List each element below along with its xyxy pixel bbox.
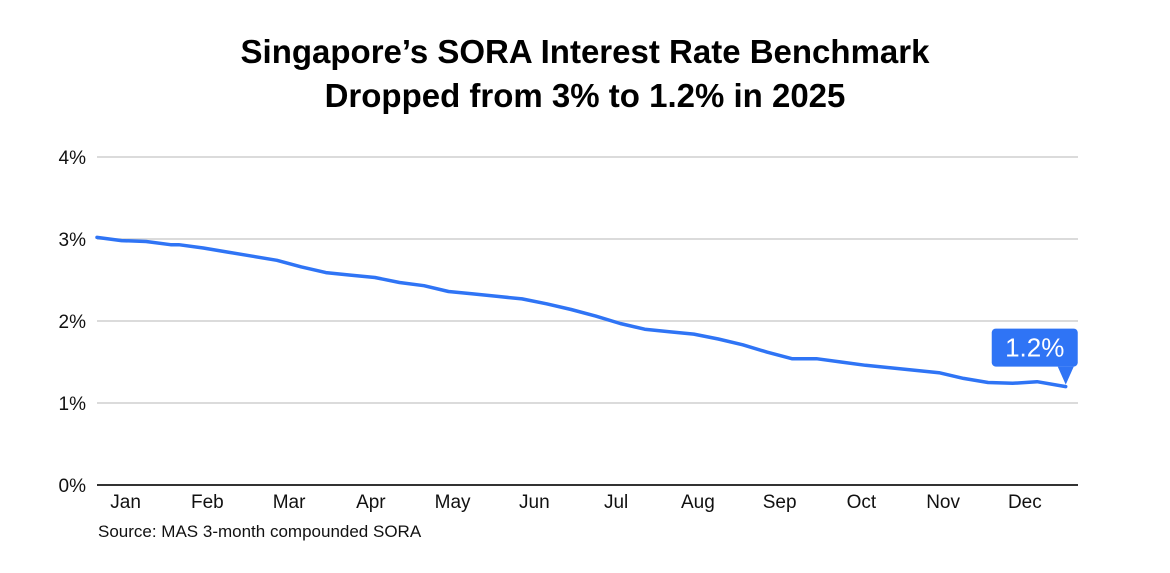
x-tick-label: Apr [356, 492, 386, 513]
x-tick-label: Sep [763, 492, 797, 513]
x-tick-label: Aug [681, 492, 715, 513]
x-tick-label: May [435, 492, 471, 513]
y-tick-label: 4% [59, 148, 87, 169]
x-tick-label: Jul [604, 492, 628, 513]
x-tick-label: Jan [110, 492, 141, 513]
annotation-label: 1.2% [1005, 333, 1064, 363]
x-tick-label: Feb [191, 492, 224, 513]
y-tick-label: 3% [59, 230, 87, 251]
y-tick-label: 0% [59, 476, 87, 497]
y-tick-label: 1% [59, 394, 87, 415]
source-note: Source: MAS 3-month compounded SORA [98, 522, 422, 541]
chart-title-line-1: Singapore’s SORA Interest Rate Benchmark [240, 33, 930, 70]
annotation-pointer [1057, 366, 1074, 385]
y-tick-label: 2% [59, 312, 87, 333]
x-tick-label: Oct [847, 492, 877, 513]
x-tick-label: Jun [519, 492, 550, 513]
x-tick-label: Mar [273, 492, 306, 513]
x-tick-label: Nov [926, 492, 960, 513]
chart-title-line-2: Dropped from 3% to 1.2% in 2025 [324, 77, 846, 114]
series-line [95, 235, 1068, 389]
chart-title: Singapore’s SORA Interest Rate Benchmark… [0, 30, 1170, 118]
x-tick-label: Dec [1008, 492, 1042, 513]
annotation-box [991, 328, 1078, 367]
